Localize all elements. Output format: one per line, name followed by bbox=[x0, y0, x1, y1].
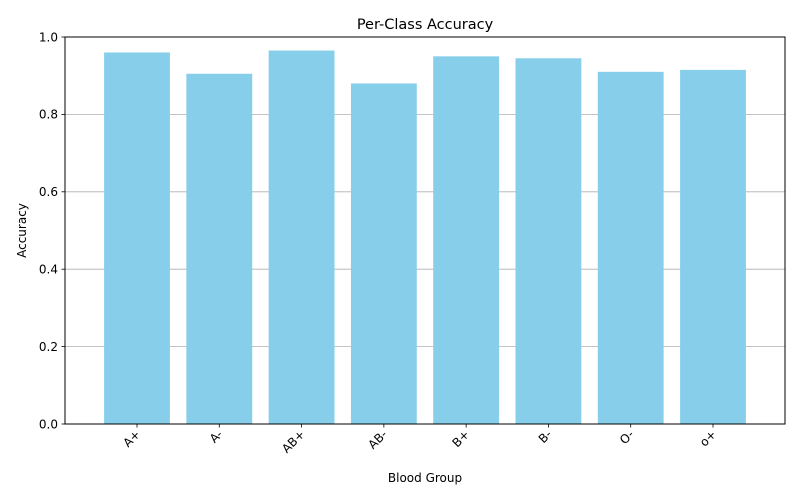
bar bbox=[104, 52, 170, 424]
chart-title: Per-Class Accuracy bbox=[357, 17, 494, 33]
y-tick-label: 0.0 bbox=[39, 417, 58, 431]
bar bbox=[680, 69, 746, 425]
bar bbox=[515, 58, 582, 424]
x-axis: A+ A- AB+ AB- B+ B- O-o+ bbox=[120, 424, 719, 456]
y-tick-label: 0.8 bbox=[39, 108, 58, 122]
bar bbox=[350, 83, 417, 424]
bar bbox=[186, 73, 253, 424]
bar bbox=[433, 56, 500, 424]
bars bbox=[104, 50, 746, 425]
plot-frame bbox=[64, 36, 786, 425]
x-tick-label: B- bbox=[536, 427, 555, 446]
y-tick-label: 0.4 bbox=[39, 263, 58, 277]
bar bbox=[268, 50, 335, 425]
x-tick-label: A- bbox=[207, 427, 226, 446]
x-tick-label: AB+ bbox=[279, 427, 308, 456]
x-tick-label: AB- bbox=[365, 427, 390, 452]
y-tick-label: 0.6 bbox=[39, 185, 58, 199]
x-tick-label: o+ bbox=[697, 427, 719, 449]
x-tick-label: B+ bbox=[449, 427, 472, 450]
bar bbox=[597, 71, 664, 424]
y-tick-label: 1.0 bbox=[39, 30, 58, 44]
y-axis-label: Accuracy bbox=[15, 203, 29, 258]
y-tick-label: 0.2 bbox=[39, 340, 58, 354]
x-axis-label: Blood Group bbox=[388, 471, 462, 485]
grid-lines bbox=[65, 114, 785, 348]
y-axis: 0.0 0.2 0.4 0.6 0.8 1.0 bbox=[39, 30, 65, 431]
x-tick-label: A+ bbox=[120, 427, 143, 450]
x-tick-label: O- bbox=[617, 427, 637, 447]
